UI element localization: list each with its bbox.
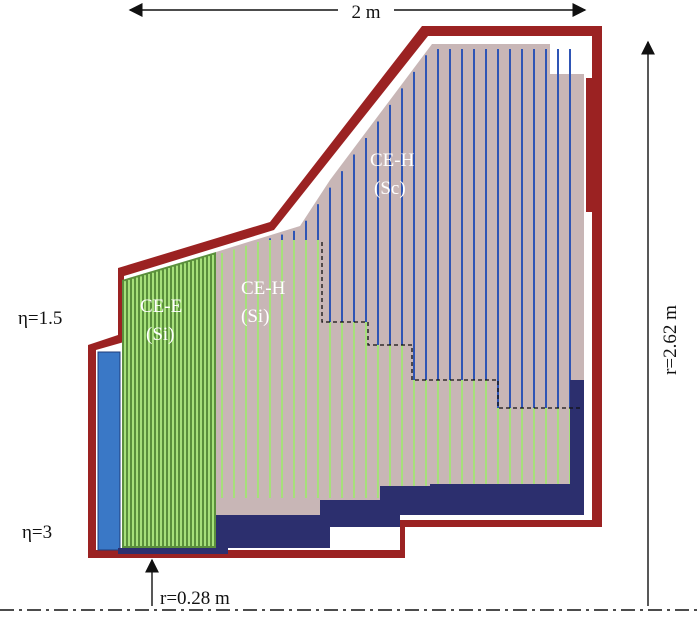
ce-e-label-line1: CE-E	[140, 296, 182, 317]
ce-h-si-label-line1: CE-H	[241, 278, 286, 299]
si-sc-boundary	[321, 242, 580, 409]
ce-e-label-line2: (Si)	[146, 324, 175, 345]
ce-e-base-strip	[118, 548, 228, 554]
ce-e-si-layers	[124, 254, 214, 546]
width-label: 2 m	[351, 2, 380, 23]
inner-radius-label: r=0.28 m	[160, 588, 230, 609]
moderator-block	[97, 351, 121, 551]
ce-h-region	[216, 44, 584, 515]
ce-h-sc-label-line2: (Sc)	[374, 178, 406, 199]
width-label-bg	[338, 0, 394, 20]
ce-h-si-label-line2: (Si)	[241, 306, 270, 327]
support-base	[216, 380, 584, 548]
eta-lower-label: η=3	[22, 522, 52, 543]
right-mount	[586, 78, 600, 212]
ce-h-layers	[221, 49, 571, 498]
eta-upper-label: η=1.5	[18, 308, 62, 329]
height-label: r=2.62 m	[660, 305, 681, 375]
ce-h-sc-label-line1: CE-H	[370, 150, 415, 171]
